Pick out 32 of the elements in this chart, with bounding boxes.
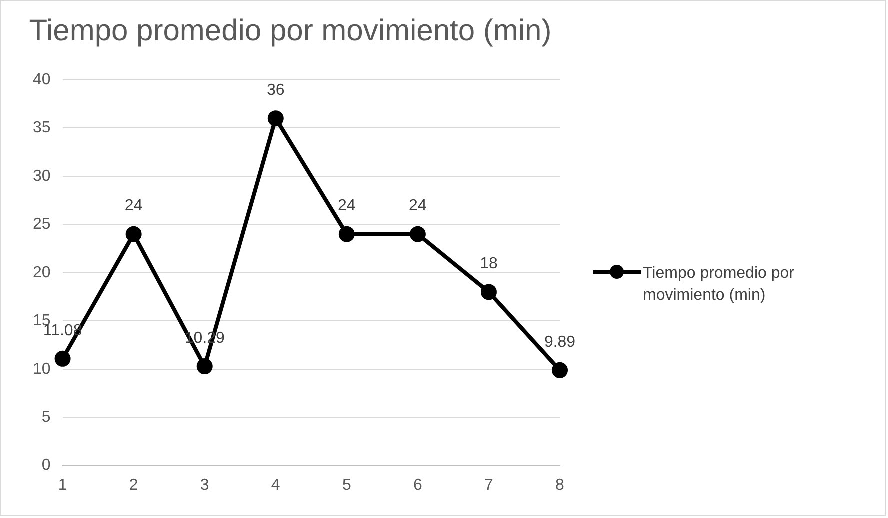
x-tick-label: 7 [484, 476, 494, 494]
point [268, 110, 284, 127]
x-tick-label: 1 [58, 476, 68, 494]
y-tick-label: 35 [33, 120, 51, 137]
y-tick-label: 40 [33, 71, 51, 88]
x-tick-label: 5 [342, 476, 352, 494]
x-tick-label: 6 [413, 476, 422, 494]
y-tick-label: 0 [42, 457, 51, 474]
data-label: 24 [409, 198, 427, 215]
y-tick-label: 5 [42, 408, 51, 426]
x-tick-label: 3 [200, 476, 210, 494]
chart-title: Tiempo promedio por movimiento (min) [29, 14, 552, 48]
legend-label: Tiempo promedio por movimiento (min) [643, 264, 796, 306]
x-tick-label: 2 [129, 476, 138, 494]
point [480, 284, 497, 300]
data-label: 36 [266, 82, 285, 99]
point [410, 226, 426, 242]
y-tick-label: 30 [33, 168, 51, 185]
data-label: 24 [338, 198, 356, 215]
point [338, 226, 355, 242]
data-label: 9.89 [544, 334, 576, 351]
y-tick-label: 20 [33, 264, 51, 282]
y-tick-label: 10 [33, 360, 51, 378]
point [126, 226, 142, 242]
point [552, 362, 568, 378]
data-label: 24 [124, 198, 143, 215]
point [54, 350, 71, 367]
data-label: 18 [480, 256, 498, 273]
point [196, 358, 213, 375]
y-tick-label: 25 [33, 216, 51, 234]
x-tick-label: 8 [556, 476, 565, 494]
x-tick-label: 4 [271, 476, 280, 494]
